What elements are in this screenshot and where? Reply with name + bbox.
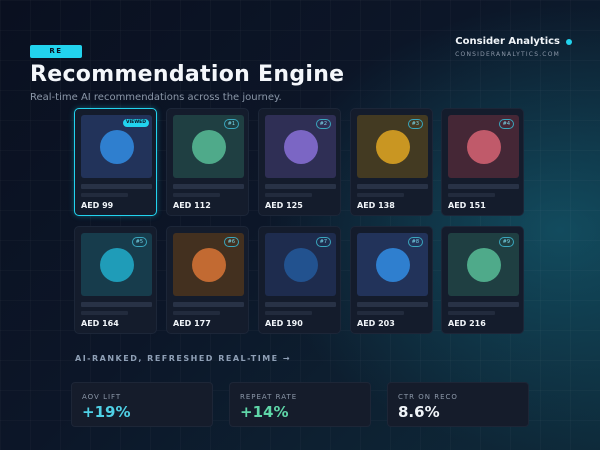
rank-badge: #8 [407,237,423,247]
product-card[interactable]: #6 AED 177 [166,226,249,334]
subtitle-placeholder [448,193,495,197]
stat-card-aov: AOV LIFT +19% [71,382,213,427]
product-price: AED 216 [448,319,486,328]
subtitle-placeholder [81,311,128,315]
product-thumbnail: #3 [357,115,428,178]
product-price: AED 203 [357,319,395,328]
subtitle-placeholder [265,193,312,197]
rank-badge: #6 [223,237,239,247]
product-card[interactable]: #2 AED 125 [258,108,341,216]
brand-name-row: Consider Analytics [455,36,572,47]
product-card[interactable]: #8 AED 203 [350,226,433,334]
product-price: AED 151 [448,201,486,210]
stat-value: 8.6% [398,403,440,421]
subtitle-placeholder [265,311,312,315]
rank-badge: #7 [315,237,331,247]
stat-label: CTR ON RECO [398,393,458,401]
product-thumbnail: #1 [173,115,244,178]
brand-url: CONSIDERANALYTICS.COM [455,51,560,58]
title-placeholder [173,302,244,307]
title-placeholder [265,184,336,189]
stat-value: +14% [240,403,289,421]
product-thumbnail: #7 [265,233,336,296]
product-thumbnail: #5 [81,233,152,296]
subtitle-placeholder [357,193,404,197]
stat-label: AOV LIFT [82,393,122,401]
product-placeholder-icon [375,247,410,282]
section-badge: RE [30,45,82,58]
brand-name: Consider Analytics [455,36,560,47]
subtitle-placeholder [173,311,220,315]
product-price: AED 138 [357,201,395,210]
product-placeholder-icon [466,129,501,164]
product-thumbnail: #2 [265,115,336,178]
brand-block: Consider Analytics CONSIDERANALYTICS.COM [455,36,572,58]
title-placeholder [265,302,336,307]
title-placeholder [357,302,428,307]
product-card[interactable]: #9 AED 216 [441,226,524,334]
subtitle-placeholder [173,193,220,197]
rank-badge: #1 [223,119,239,129]
product-card[interactable]: #7 AED 190 [258,226,341,334]
title-placeholder [81,184,152,189]
product-card[interactable]: #4 AED 151 [441,108,524,216]
product-placeholder-icon [375,129,410,164]
stat-label: REPEAT RATE [240,393,298,401]
product-placeholder-icon [191,247,226,282]
product-thumbnail: #4 [448,115,519,178]
product-card[interactable]: VIEWED AED 99 [74,108,157,216]
subtitle-placeholder [448,311,495,315]
stat-value: +19% [82,403,131,421]
product-placeholder-icon [283,129,318,164]
product-placeholder-icon [99,247,134,282]
page-subtitle: Real-time AI recommendations across the … [30,92,282,103]
page-title: Recommendation Engine [30,62,345,87]
product-price: AED 112 [173,201,211,210]
product-price: AED 177 [173,319,211,328]
product-thumbnail: #6 [173,233,244,296]
product-grid: VIEWED AED 99 #1 AED 112 #2 AED 125 #3 AED 138 #… [74,108,525,336]
brand-dot-icon [566,38,572,45]
product-card[interactable]: #1 AED 112 [166,108,249,216]
title-placeholder [448,302,519,307]
title-placeholder [448,184,519,189]
subtitle-placeholder [357,311,404,315]
product-placeholder-icon [283,247,318,282]
product-thumbnail: #8 [357,233,428,296]
rank-badge: #9 [498,237,514,247]
rank-badge: #4 [498,119,514,129]
subtitle-placeholder [81,193,128,197]
title-placeholder [357,184,428,189]
rank-badge: #3 [407,119,423,129]
product-placeholder-icon [99,129,134,164]
rank-badge: #2 [315,119,331,129]
product-thumbnail: #9 [448,233,519,296]
title-placeholder [173,184,244,189]
product-price: AED 190 [265,319,303,328]
stat-card-repeat-rate: REPEAT RATE +14% [229,382,371,427]
stat-card-ctr: CTR ON RECO 8.6% [387,382,529,427]
product-card[interactable]: #3 AED 138 [350,108,433,216]
product-price: AED 125 [265,201,303,210]
product-thumbnail: VIEWED [81,115,152,178]
product-placeholder-icon [466,247,501,282]
product-price: AED 99 [81,201,114,210]
product-card[interactable]: #5 AED 164 [74,226,157,334]
section-label: AI-RANKED, REFRESHED REAL-TIME → [75,354,292,363]
rank-badge: #5 [131,237,147,247]
title-placeholder [81,302,152,307]
viewed-badge: VIEWED [122,119,149,127]
product-placeholder-icon [191,129,226,164]
product-price: AED 164 [81,319,119,328]
